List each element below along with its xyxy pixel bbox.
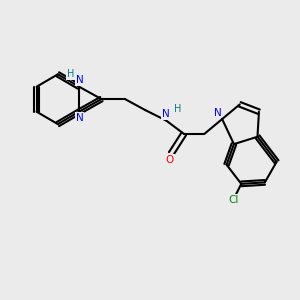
Text: N: N — [76, 75, 83, 85]
Text: O: O — [166, 155, 174, 165]
Text: H: H — [174, 104, 181, 114]
Text: Cl: Cl — [229, 195, 239, 205]
Text: H: H — [67, 69, 74, 79]
Text: N: N — [162, 109, 170, 119]
Text: N: N — [76, 113, 83, 123]
Text: N: N — [214, 108, 222, 118]
